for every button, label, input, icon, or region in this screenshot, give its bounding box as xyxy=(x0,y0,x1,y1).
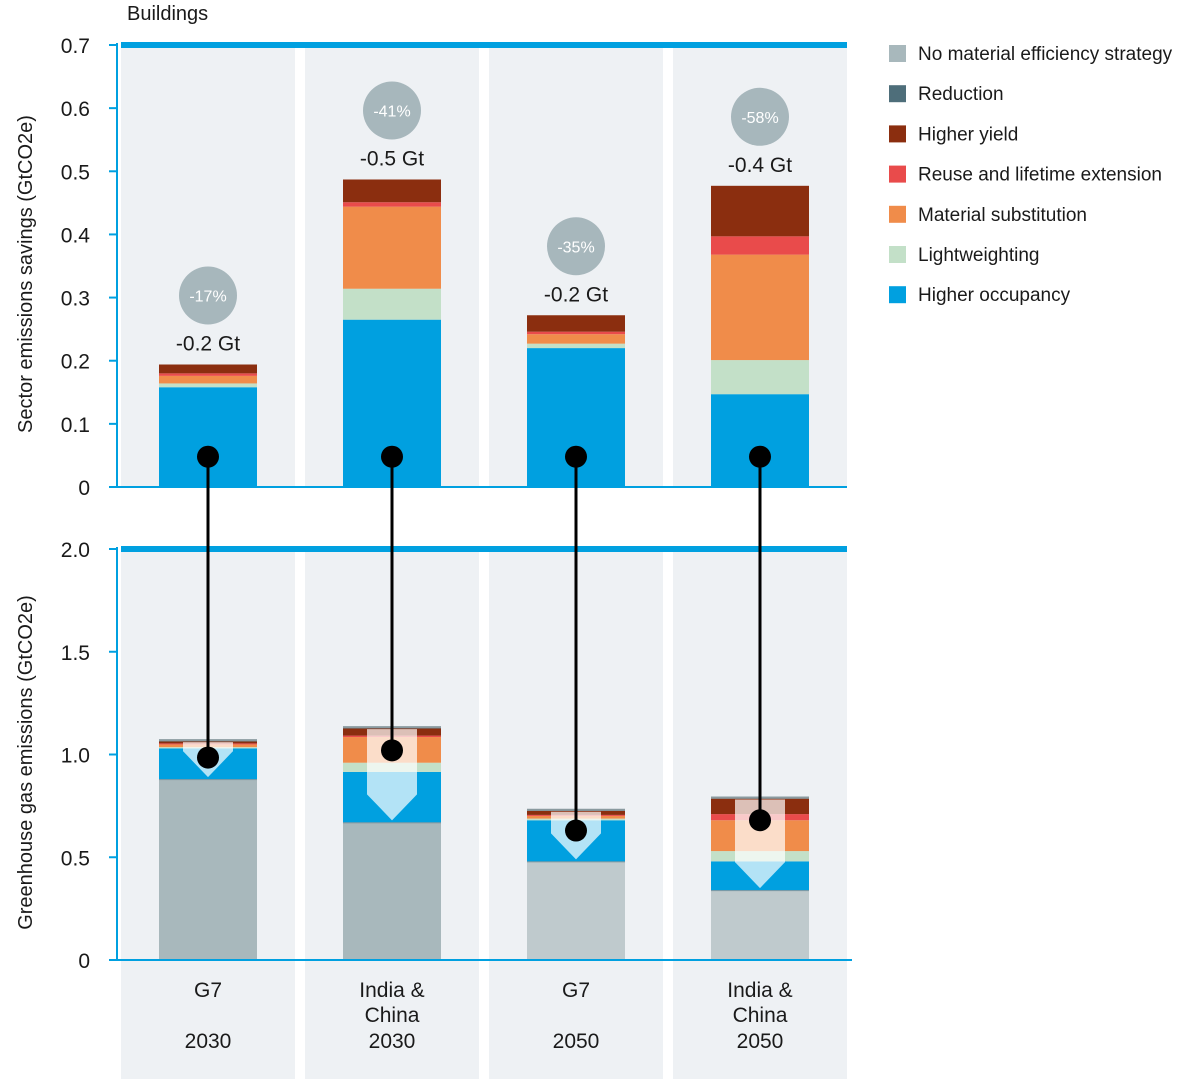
bottom-bar-3-baseline xyxy=(527,861,625,960)
category-bg-4 xyxy=(673,961,847,1079)
category-bg-2 xyxy=(305,961,479,1079)
savings-arrow-2 xyxy=(367,729,417,821)
total-label-1: -0.2 Gt xyxy=(176,333,240,356)
total-label-4: -0.4 Gt xyxy=(728,154,792,177)
top-bar-4-lightweighting xyxy=(711,360,809,395)
top-bar-1-material-substitution xyxy=(159,375,257,384)
bottom-y-axis-title: Greenhouse gas emissions (GtCO2e) xyxy=(15,595,37,930)
top-bar-1-higher-yield xyxy=(159,364,257,374)
legend-label-higher-occupancy: Higher occupancy xyxy=(918,285,1071,306)
total-label-3: -0.2 Gt xyxy=(544,283,608,306)
top-tick-label: 0.6 xyxy=(61,98,90,121)
chart-title: Buildings xyxy=(127,3,208,25)
percent-circle-3 xyxy=(547,217,605,276)
bottom-tick-label: 2.0 xyxy=(61,539,90,562)
top-tick-label: 0.5 xyxy=(61,161,90,184)
connector-dot-top-2 xyxy=(381,445,403,468)
connector-dot-bottom-2 xyxy=(381,739,403,762)
top-tick-label: 0.7 xyxy=(61,35,90,58)
legend-label-reduction: Reduction xyxy=(918,84,1004,105)
top-tick-label: 0.2 xyxy=(61,351,90,374)
bottom-panel: 0 0.5 1.0 1.5 2.0 Greenhouse gas emissions (G… xyxy=(15,539,852,973)
legend: No material efficiency strategy Reduction… xyxy=(889,44,1173,306)
category-region-label-1: G7 xyxy=(194,979,222,1002)
category-region-label-4: India & xyxy=(727,979,792,1002)
category-region-label-4: China xyxy=(733,1004,788,1027)
category-bg-3 xyxy=(489,961,663,1079)
top-bar-2-higher-yield xyxy=(343,179,441,203)
legend-label-material-substitution: Material substitution xyxy=(918,205,1087,226)
bottom-panel-top-bar xyxy=(121,546,847,552)
connector-dot-bottom-3 xyxy=(565,819,587,842)
category-year-label-1: 2030 xyxy=(185,1030,232,1053)
percent-circle-4 xyxy=(731,87,789,146)
legend-label-lightweighting: Lightweighting xyxy=(918,245,1039,266)
legend-swatch-reduction xyxy=(889,85,906,103)
legend-swatch-higher-yield xyxy=(889,125,906,143)
percent-label-2: -41% xyxy=(373,103,410,120)
category-region-label-3: G7 xyxy=(562,979,590,1002)
percent-circle-1 xyxy=(179,266,237,325)
top-bar-4-higher-yield xyxy=(711,185,809,237)
top-tick-label: 0 xyxy=(78,477,90,500)
bottom-tick-label: 1.0 xyxy=(61,745,90,768)
legend-label-reuse-and-lifetime-extension: Reuse and lifetime extension xyxy=(918,165,1162,186)
connector-dot-top-3 xyxy=(565,445,587,468)
legend-swatch-higher-occupancy xyxy=(889,286,906,304)
top-bar-1-reuse-and-lifetime-extension xyxy=(159,373,257,376)
connector-dot-top-1 xyxy=(197,445,219,468)
top-bar-3-reuse-and-lifetime-extension xyxy=(527,331,625,335)
total-label-2: -0.5 Gt xyxy=(360,147,424,170)
top-panel-top-bar xyxy=(121,42,847,48)
category-year-label-3: 2050 xyxy=(553,1030,600,1053)
top-bar-4-material-substitution xyxy=(711,254,809,361)
top-bar-3-higher-yield xyxy=(527,315,625,332)
connector-dot-bottom-4 xyxy=(749,809,771,832)
legend-label-no-material-efficiency-strategy: No material efficiency strategy xyxy=(918,44,1173,65)
legend-swatch-lightweighting xyxy=(889,246,906,263)
top-bar-2-reuse-and-lifetime-extension xyxy=(343,202,441,207)
top-tick-label: 0.3 xyxy=(61,288,90,311)
percent-label-3: -35% xyxy=(557,239,594,256)
top-bar-2-lightweighting xyxy=(343,288,441,320)
top-bar-4-reuse-and-lifetime-extension xyxy=(711,236,809,255)
top-bar-1-lightweighting xyxy=(159,383,257,388)
top-bar-3-lightweighting xyxy=(527,343,625,349)
bottom-bar-1-baseline xyxy=(159,779,257,960)
category-year-label-2: 2030 xyxy=(369,1030,416,1053)
connectors xyxy=(197,445,771,842)
bottom-tick-label: 1.5 xyxy=(61,642,90,665)
category-region-label-2: China xyxy=(365,1004,420,1027)
top-panel: -0.2 Gt -17% -0.5 Gt -41% -0.2 Gt -35% -0.4 Gt… xyxy=(15,35,847,500)
category-bg-1 xyxy=(121,961,295,1079)
category-region-label-2: India & xyxy=(359,979,424,1002)
percent-label-4: -58% xyxy=(741,110,778,127)
connector-dot-top-4 xyxy=(749,445,771,468)
savings-arrow-4 xyxy=(735,799,785,889)
category-year-label-4: 2050 xyxy=(737,1030,784,1053)
connector-dot-bottom-1 xyxy=(197,746,219,769)
percent-circle-2 xyxy=(363,81,421,140)
bottom-tick-label: 0 xyxy=(78,950,90,973)
bottom-bar-2-baseline xyxy=(343,822,441,960)
legend-swatch-reuse-and-lifetime-extension xyxy=(889,165,906,183)
legend-swatch-no-material-efficiency-strategy xyxy=(889,45,906,62)
legend-label-higher-yield: Higher yield xyxy=(918,124,1018,145)
top-tick-label: 0.1 xyxy=(61,414,90,437)
bottom-bar-4-baseline xyxy=(711,890,809,960)
legend-swatch-material-substitution xyxy=(889,205,906,223)
bottom-tick-label: 0.5 xyxy=(61,847,90,870)
percent-label-1: -17% xyxy=(189,289,226,306)
top-bar-3-material-substitution xyxy=(527,334,625,344)
top-bar-2-material-substitution xyxy=(343,206,441,289)
top-y-axis-title: Sector emissions savings (GtCO2e) xyxy=(15,115,37,433)
top-tick-label: 0.4 xyxy=(61,224,91,247)
